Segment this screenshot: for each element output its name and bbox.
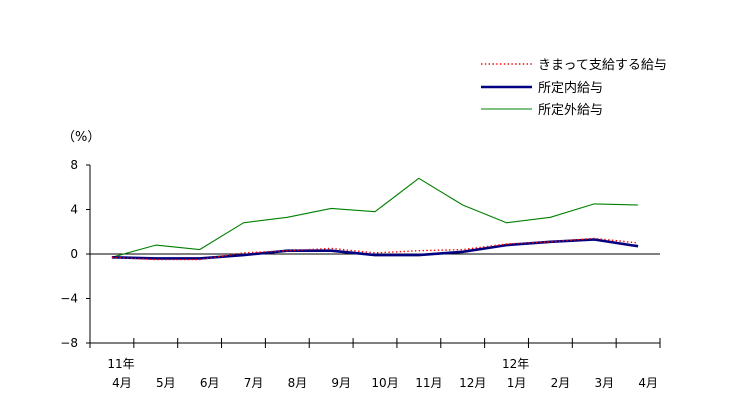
axes — [86, 164, 661, 348]
series-line-0 — [111, 237, 639, 261]
x-tick-label: 10月 — [371, 376, 398, 390]
series-line-1 — [111, 238, 639, 260]
x-tick-label: 8月 — [288, 376, 308, 390]
year-label: 11年 — [107, 357, 134, 371]
x-tick-label: 7月 — [244, 376, 264, 390]
y-tick-label: 4 — [70, 203, 78, 217]
year-label: 12年 — [502, 357, 529, 371]
x-tick-label: 9月 — [331, 376, 351, 390]
y-tick-label: 0 — [70, 247, 78, 261]
x-tick-label: 3月 — [594, 376, 614, 390]
y-tick-label: −8 — [60, 336, 78, 350]
y-tick-labels: 8 4 0 −4 −8 — [60, 158, 78, 350]
x-tick-label: 2月 — [551, 376, 571, 390]
x-tick-labels: 4月 11年 5月 6月 7月 8月 9月 10月 11月 12月 1月 12年 2月 3月 4月 — [107, 357, 658, 390]
legend-label-0: きまって支給する給与 — [538, 58, 667, 73]
x-tick-label: 5月 — [156, 376, 176, 390]
legend-label-1: 所定内給与 — [538, 80, 603, 96]
x-tick-label: 4月 — [112, 376, 132, 390]
y-tick-label: −4 — [60, 292, 78, 306]
x-tick-label: 11月 — [415, 376, 442, 390]
y-unit-label: （%） — [62, 130, 100, 145]
y-tick-label: 8 — [70, 158, 78, 172]
x-tick-label: 12月 — [459, 376, 486, 390]
series-lines — [111, 177, 639, 261]
legend-label-2: 所定外給与 — [538, 103, 603, 118]
x-tick-label: 6月 — [200, 376, 220, 390]
series-line-2 — [111, 177, 639, 258]
x-tick-label: 4月 — [638, 376, 658, 390]
x-tick-label: 1月 — [507, 376, 527, 390]
